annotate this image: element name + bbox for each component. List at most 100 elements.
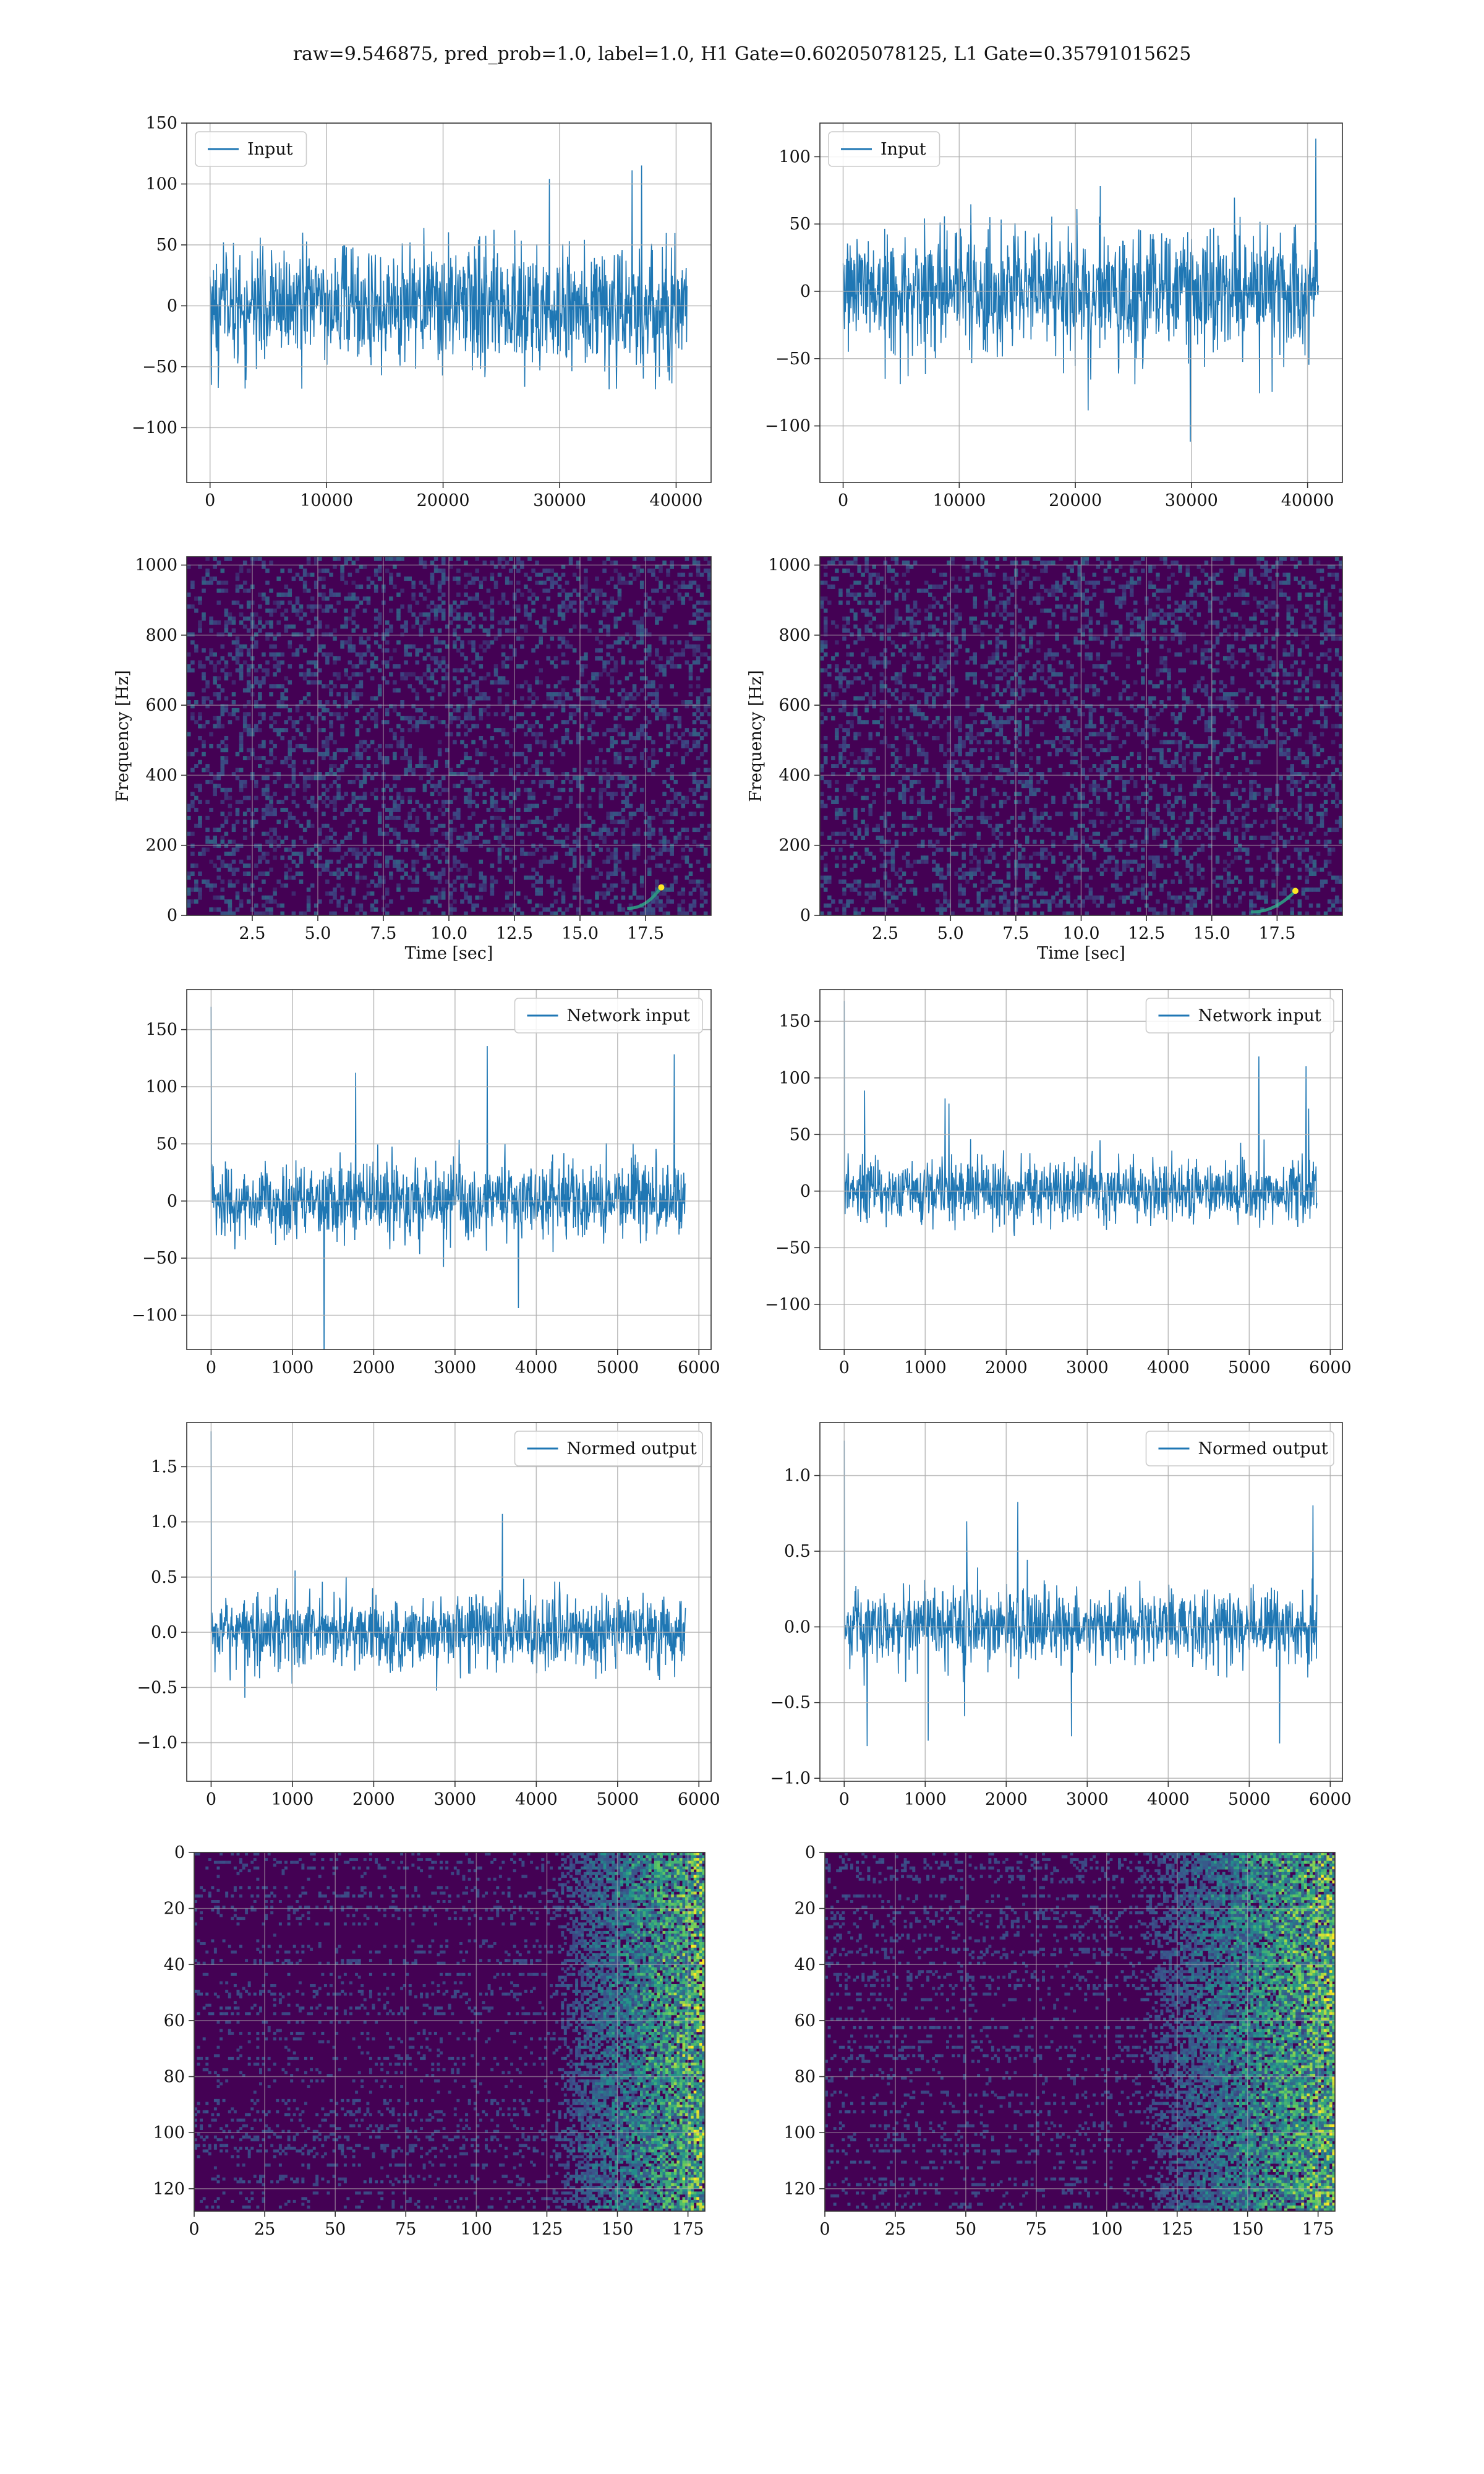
x-tick-label: 0 <box>189 2220 199 2239</box>
chart-panel-9: 0 25 50 75 100 125 150 175 0 20 40 60 80 100 120 <box>153 1843 706 2239</box>
legend-box <box>828 131 940 167</box>
axes-frame <box>186 1422 712 1782</box>
x-tick-label: 4000 <box>515 1790 558 1809</box>
y-tick-label: 0 <box>805 1843 816 1862</box>
x-tick-label: 17.5 <box>1258 924 1295 943</box>
x-tick-label: 0 <box>839 1790 850 1809</box>
x-tick-label: 150 <box>1232 2220 1264 2239</box>
plot-area <box>187 123 711 482</box>
y-tick-label: 1.0 <box>151 1513 177 1532</box>
chirp-peak <box>1292 888 1298 894</box>
x-tick-label: 20000 <box>1049 491 1102 510</box>
x-tick-label: 0 <box>819 2220 830 2239</box>
x-tick-label: 175 <box>1302 2220 1334 2239</box>
y-tick-label: 100 <box>778 1069 811 1088</box>
y-tick-label: 800 <box>145 626 177 645</box>
axes-frame <box>824 1852 1336 2212</box>
x-tick-label: 30000 <box>533 491 586 510</box>
y-tick-label: 1000 <box>768 556 811 575</box>
legend: Network input <box>1145 998 1334 1034</box>
x-tick-label: 2000 <box>985 1790 1028 1809</box>
plot-area <box>825 1852 1335 2211</box>
y-tick-label: 100 <box>153 2123 185 2142</box>
legend-box <box>514 1431 703 1466</box>
series-line <box>843 1001 1318 1236</box>
x-tick-label: 15.0 <box>1193 924 1230 943</box>
chart-panel-3: 2.5 5.0 7.5 10.0 12.5 15.0 17.5 0 200 400 600 800 10… <box>113 556 712 963</box>
y-tick-label: −50 <box>142 357 177 377</box>
x-tick-label: 12.5 <box>496 924 533 943</box>
series-line <box>210 1006 686 1350</box>
x-tick-label: 175 <box>672 2220 704 2239</box>
y-tick-label: 50 <box>790 215 811 234</box>
x-tick-label: 5000 <box>1228 1358 1271 1377</box>
x-tick-label: 6000 <box>1309 1358 1352 1377</box>
y-tick-label: 600 <box>778 696 811 715</box>
legend-box <box>1145 998 1334 1034</box>
y-tick-label: 40 <box>164 1955 185 1974</box>
axes-frame <box>819 1422 1343 1782</box>
y-tick-label: −50 <box>775 1238 811 1257</box>
y-tick-label: 200 <box>145 836 177 855</box>
plot-area <box>187 557 711 915</box>
y-tick-label: 0 <box>167 296 177 315</box>
legend-label: Input <box>881 140 926 159</box>
y-tick-label: 60 <box>795 2011 816 2031</box>
y-tick-label: 0 <box>174 1843 185 1862</box>
y-tick-label: 150 <box>145 1021 177 1040</box>
y-tick-label: 0 <box>800 906 811 925</box>
x-tick-label: 7.5 <box>370 924 397 943</box>
plot-area <box>820 557 1342 915</box>
legend: Input <box>195 131 307 167</box>
y-tick-label: 100 <box>783 2123 816 2142</box>
axes-frame <box>194 1852 706 2212</box>
x-tick-label: 3000 <box>1066 1790 1109 1809</box>
chirp-peak <box>658 884 665 891</box>
chart-panel-4: 2.5 5.0 7.5 10.0 12.5 15.0 17.5 0 200 400 600 800 10… <box>746 556 1343 963</box>
y-tick-label: −1.0 <box>770 1769 811 1788</box>
y-tick-label: 150 <box>778 1012 811 1031</box>
legend-box <box>1145 1431 1334 1466</box>
legend: Input <box>828 131 940 167</box>
x-tick-label: 1000 <box>271 1358 314 1377</box>
y-tick-label: 50 <box>790 1125 811 1144</box>
chart-panel-8: 0 1000 2000 3000 4000 5000 6000 −1.0 −0.5 0.0 0.5 1… <box>770 1422 1352 1809</box>
plot-area <box>820 1423 1342 1781</box>
axes-frame <box>819 122 1343 483</box>
legend-label: Normed output <box>567 1439 697 1458</box>
legend-label: Network input <box>1198 1006 1321 1025</box>
legend-label: Input <box>247 140 293 159</box>
y-tick-label: 80 <box>795 2068 816 2087</box>
y-tick-label: −50 <box>142 1249 177 1268</box>
y-tick-label: 120 <box>783 2180 816 2199</box>
y-tick-label: −50 <box>775 349 811 369</box>
x-tick-label: 30000 <box>1165 491 1218 510</box>
y-tick-label: 0.0 <box>784 1617 811 1637</box>
y-tick-label: 120 <box>153 2180 185 2199</box>
series-line <box>210 1431 686 1698</box>
y-axis-label: Frequency [Hz] <box>113 670 132 802</box>
series-line <box>843 1440 1318 1747</box>
series-line <box>209 165 688 390</box>
y-tick-label: 100 <box>145 174 177 194</box>
x-tick-label: 1000 <box>904 1790 947 1809</box>
x-tick-label: 0 <box>839 1358 850 1377</box>
x-tick-label: 75 <box>395 2220 416 2239</box>
y-tick-label: 1.5 <box>151 1457 177 1476</box>
x-tick-label: 5000 <box>596 1358 639 1377</box>
x-tick-label: 3000 <box>434 1790 477 1809</box>
x-tick-label: 125 <box>1161 2220 1193 2239</box>
x-tick-label: 125 <box>531 2220 563 2239</box>
y-tick-label: 20 <box>164 1899 185 1919</box>
x-tick-label: 5000 <box>1228 1790 1271 1809</box>
x-tick-label: 5000 <box>596 1790 639 1809</box>
y-tick-label: 0 <box>167 906 177 925</box>
y-tick-label: 50 <box>156 236 177 255</box>
y-tick-label: 1.0 <box>784 1466 811 1486</box>
x-tick-label: 20000 <box>417 491 470 510</box>
y-axis-label: Frequency [Hz] <box>746 670 765 802</box>
plot-area <box>187 1423 711 1781</box>
x-tick-label: 2000 <box>352 1358 395 1377</box>
